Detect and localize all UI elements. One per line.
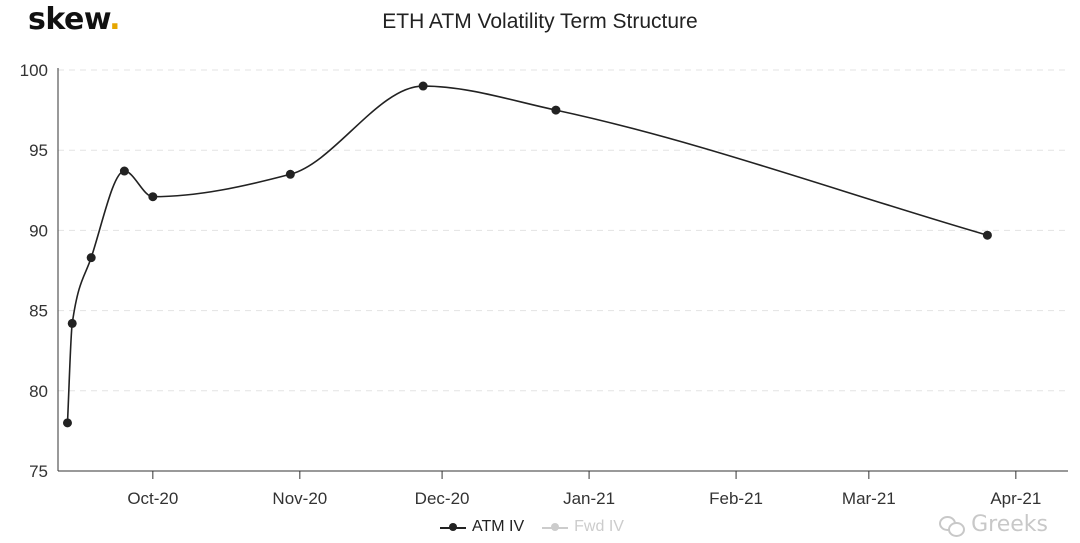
chart-title: ETH ATM Volatility Term Structure — [382, 10, 698, 33]
data-point-atm-iv — [551, 105, 561, 115]
data-point-atm-iv — [86, 253, 96, 263]
series-line-atm-iv — [66, 85, 988, 423]
x-tick-label: Oct-20 — [127, 489, 178, 508]
data-point-atm-iv — [418, 81, 428, 91]
data-point-atm-iv — [62, 418, 72, 428]
watermark: Greeks — [939, 512, 1048, 537]
x-tick-label: Jan-21 — [563, 489, 615, 508]
chart-legend: ATM IV Fwd IV — [440, 518, 624, 536]
wechat-icon — [939, 514, 966, 537]
skew-logo: skew. — [28, 2, 121, 37]
legend-label-fwd-iv: Fwd IV — [574, 518, 624, 535]
data-point-atm-iv — [119, 166, 129, 176]
data-point-atm-iv — [148, 192, 158, 202]
x-tick-label: Nov-20 — [272, 489, 327, 508]
y-tick-label: 85 — [29, 302, 48, 321]
x-tick-label: Dec-20 — [415, 489, 470, 508]
x-tick-label: Feb-21 — [709, 489, 763, 508]
legend-swatch-atm-iv — [440, 520, 466, 534]
legend-swatch-fwd-iv — [542, 520, 569, 534]
y-tick-label: 80 — [29, 382, 48, 401]
y-tick-label: 100 — [20, 61, 48, 80]
y-tick-label: 95 — [29, 141, 48, 160]
watermark-text: Greeks — [971, 512, 1048, 537]
x-tick-label: Apr-21 — [990, 489, 1041, 508]
x-tick-label: Mar-21 — [842, 489, 896, 508]
y-tick-label: 90 — [29, 221, 48, 240]
data-point-atm-iv — [285, 169, 295, 179]
y-tick-label: 75 — [29, 462, 48, 481]
data-point-atm-iv — [982, 230, 992, 240]
legend-item-fwd-iv[interactable]: Fwd IV — [542, 518, 624, 536]
legend-label-atm-iv: ATM IV — [472, 518, 525, 535]
legend-item-atm-iv[interactable]: ATM IV — [440, 518, 524, 536]
data-point-atm-iv — [67, 318, 77, 328]
